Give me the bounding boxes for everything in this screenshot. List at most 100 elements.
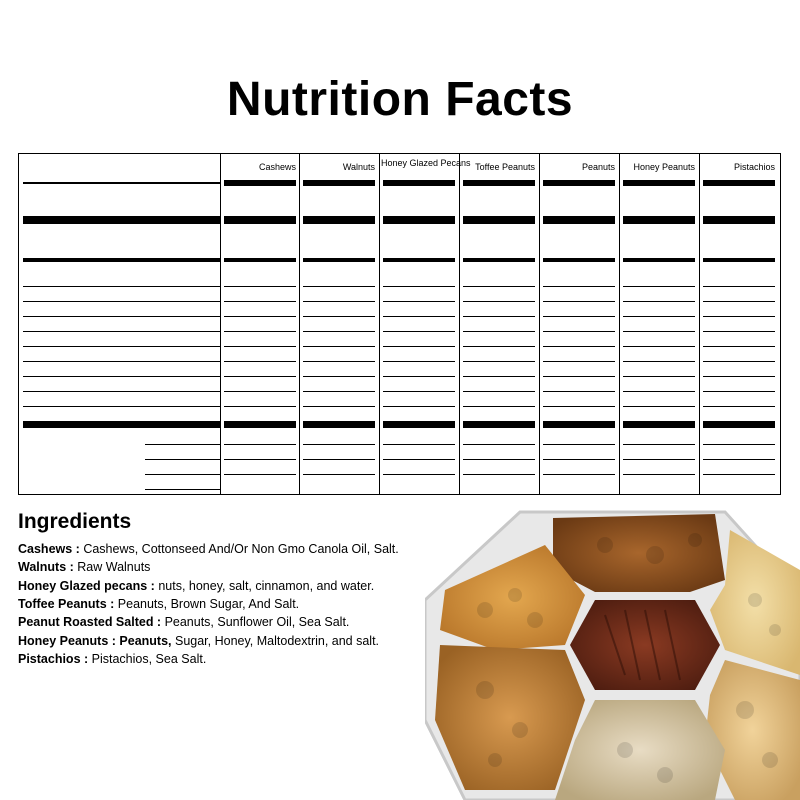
column-divider: [220, 154, 221, 494]
row-rule: [543, 316, 615, 317]
row-rule: [224, 406, 296, 407]
row-rule: [23, 361, 220, 362]
column-divider: [699, 154, 700, 494]
calories-rule: [383, 258, 455, 262]
ingredient-text: Sugar, Honey, Maltodextrin, and salt.: [171, 633, 380, 648]
row-rule: [303, 406, 375, 407]
nut-texture: [476, 533, 781, 783]
calories-rule: [303, 258, 375, 262]
ingredient-name: Toffee Peanuts :: [18, 596, 115, 611]
row-rule: [623, 301, 695, 302]
vitamins-rule: [303, 421, 375, 428]
row-rule: [543, 391, 615, 392]
row-rule: [23, 346, 220, 347]
row-rule: [303, 444, 375, 445]
vitamins-rule: [23, 421, 220, 428]
row-rule: [463, 376, 535, 377]
row-rule: [23, 316, 220, 317]
row-rule: [703, 286, 775, 287]
row-rule: [623, 331, 695, 332]
header-rule: [543, 180, 615, 186]
row-rule: [23, 406, 220, 407]
column-header: Honey Glazed Pecans: [381, 158, 471, 168]
ingredient-text: Peanuts, Sunflower Oil, Sea Salt.: [161, 615, 350, 630]
row-rule: [623, 459, 695, 460]
row-rule: [303, 286, 375, 287]
ingredient-name: Walnuts :: [18, 560, 74, 575]
row-rule: [623, 406, 695, 407]
row-rule: [623, 286, 695, 287]
column-header: Peanuts: [581, 162, 615, 172]
row-rule: [703, 346, 775, 347]
calories-rule: [703, 258, 775, 262]
calories-rule: [623, 258, 695, 262]
header-rule: [383, 180, 455, 186]
row-rule: [703, 459, 775, 460]
ingredient-name: Peanut Roasted Salted :: [18, 615, 162, 630]
row-rule: [383, 406, 455, 407]
row-rule: [23, 286, 220, 287]
vitamins-rule: [703, 421, 775, 428]
row-rule: [463, 444, 535, 445]
ingredient-name: Pistachios :: [18, 651, 89, 666]
row-rule: [703, 361, 775, 362]
serving-rule: [623, 216, 695, 224]
ingredient-line: Toffee Peanuts : Peanuts, Brown Sugar, A…: [18, 597, 299, 612]
row-rule: [543, 474, 615, 475]
row-rule: [145, 459, 220, 460]
column-header: Pistachios: [733, 162, 775, 172]
row-rule: [463, 361, 535, 362]
row-rule: [543, 331, 615, 332]
header-rule: [303, 180, 375, 186]
row-rule: [303, 391, 375, 392]
row-rule: [543, 376, 615, 377]
serving-rule: [303, 216, 375, 224]
ingredient-name: Cashews :: [18, 542, 80, 556]
walnut-compartment: [553, 514, 725, 592]
row-rule: [224, 474, 296, 475]
row-rule: [383, 286, 455, 287]
vitamins-rule: [383, 421, 455, 428]
row-rule: [463, 406, 535, 407]
row-rule: [703, 376, 775, 377]
row-rule: [303, 361, 375, 362]
ingredient-line: Peanut Roasted Salted : Peanuts, Sunflow…: [18, 615, 349, 630]
serving-rule: [703, 216, 775, 224]
row-rule: [623, 444, 695, 445]
peanut-compartment: [710, 530, 800, 675]
row-rule: [224, 376, 296, 377]
row-rule: [623, 376, 695, 377]
row-rule: [463, 316, 535, 317]
row-rule: [224, 346, 296, 347]
row-rule: [383, 301, 455, 302]
row-rule: [23, 376, 220, 377]
row-rule: [224, 361, 296, 362]
row-rule: [224, 391, 296, 392]
column-divider: [379, 154, 380, 494]
row-rule: [703, 316, 775, 317]
row-rule: [543, 459, 615, 460]
header-rule: [703, 180, 775, 186]
row-rule: [224, 331, 296, 332]
row-rule: [543, 346, 615, 347]
row-rule: [224, 301, 296, 302]
vitamins-rule: [224, 421, 296, 428]
row-rule: [383, 474, 455, 475]
ingredient-text: Raw Walnuts: [73, 560, 151, 575]
ingredient-text: Cashews, Cottonseed And/Or Non Gmo Canol…: [79, 542, 399, 556]
row-rule: [543, 406, 615, 407]
row-rule: [543, 301, 615, 302]
row-rule: [463, 331, 535, 332]
row-rule: [463, 391, 535, 392]
ingredient-text: nuts, honey, salt, cinnamon, and water.: [154, 578, 375, 593]
header-rule: [463, 180, 535, 186]
row-rule: [703, 406, 775, 407]
row-rule: [623, 316, 695, 317]
row-rule: [383, 391, 455, 392]
column-divider: [459, 154, 460, 494]
row-rule: [145, 474, 220, 475]
row-rule: [383, 346, 455, 347]
pistachio-compartment: [555, 700, 725, 800]
row-rule: [383, 316, 455, 317]
vitamins-rule: [543, 421, 615, 428]
